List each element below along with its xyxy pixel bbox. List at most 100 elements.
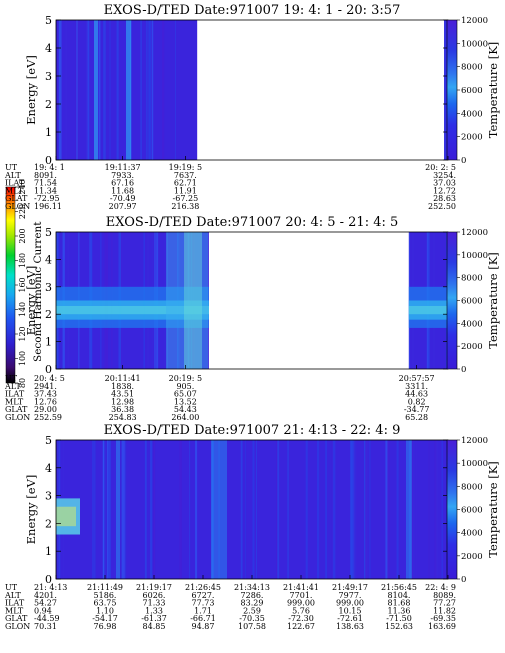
ephemeris-value: 10.15 bbox=[339, 606, 362, 615]
streak bbox=[402, 20, 405, 160]
z-tick-label: 6000 bbox=[461, 86, 483, 96]
ephemeris-value: 0.94 bbox=[34, 606, 52, 615]
streak bbox=[275, 20, 278, 160]
bright-region bbox=[166, 232, 208, 369]
ephemeris-value: 207.97 bbox=[109, 202, 137, 211]
ephemeris-value: -54.17 bbox=[92, 614, 118, 623]
streak bbox=[153, 440, 155, 579]
streak bbox=[245, 440, 247, 579]
streak bbox=[151, 440, 153, 579]
z-tick-label: 8000 bbox=[461, 63, 483, 73]
ephemeris-value: 19:11:37 bbox=[105, 163, 141, 172]
ephemeris-value: 77.27 bbox=[433, 599, 456, 608]
streak bbox=[93, 440, 96, 579]
streak bbox=[365, 440, 368, 579]
panel-3: EXOS-D/TED Date:971007 21: 4:13 - 22: 4:… bbox=[4, 423, 500, 631]
streak bbox=[381, 20, 383, 160]
ephemeris-value: 63.75 bbox=[94, 599, 117, 608]
temperature-colorbar bbox=[446, 19, 458, 161]
ephemeris-value: 999.00 bbox=[336, 599, 364, 608]
streak bbox=[106, 440, 109, 579]
colorbar-tick-label: 160 bbox=[18, 277, 27, 292]
ephemeris-value: 21:19:17 bbox=[136, 583, 172, 592]
streak bbox=[228, 20, 230, 160]
streak bbox=[313, 20, 315, 160]
ephemeris-row-label: UT bbox=[5, 374, 18, 383]
streak bbox=[276, 440, 280, 579]
streak bbox=[411, 440, 414, 579]
streak bbox=[94, 20, 98, 160]
streak bbox=[148, 20, 152, 160]
ephemeris-value: -72.61 bbox=[337, 614, 363, 623]
colorbar-tick-label: 100 bbox=[18, 351, 27, 366]
ephemeris-value: 21:26:45 bbox=[185, 583, 221, 592]
streak bbox=[319, 20, 321, 160]
streak bbox=[250, 20, 252, 160]
y-axis-label: Energy [eV] bbox=[24, 266, 38, 336]
streak bbox=[319, 232, 321, 369]
ephemeris-value: 21:49:17 bbox=[332, 583, 368, 592]
ephemeris-row-label: GLON bbox=[5, 413, 30, 422]
ephemeris-value: -67.25 bbox=[173, 194, 199, 203]
ephemeris-value: 13.52 bbox=[174, 397, 197, 406]
ephemeris-value: 5186. bbox=[94, 591, 117, 600]
streak bbox=[325, 440, 328, 579]
spectrogram-background bbox=[56, 440, 448, 579]
streak bbox=[365, 232, 368, 369]
streak bbox=[262, 20, 265, 160]
temperature-colorbar bbox=[446, 439, 458, 580]
panels: EXOS-D/TED Date:971007 19: 4: 1 - 20: 3:… bbox=[4, 3, 500, 631]
streak bbox=[98, 20, 101, 160]
ephemeris-row-label: GLAT bbox=[5, 614, 28, 623]
ephemeris-value: 81.68 bbox=[388, 599, 411, 608]
ephemeris-row-label: ILAT bbox=[5, 390, 25, 399]
streak bbox=[146, 20, 148, 160]
streak bbox=[396, 440, 399, 579]
ephemeris-value: 2941. bbox=[34, 382, 57, 391]
ephemeris-value: 62.71 bbox=[174, 179, 197, 188]
y-tick-label: 2 bbox=[45, 517, 52, 530]
colorbar-tick-label: 240 bbox=[18, 179, 27, 194]
streak bbox=[330, 232, 334, 369]
streak bbox=[238, 232, 240, 369]
streak bbox=[239, 20, 241, 160]
z-tick-label: 10000 bbox=[461, 39, 488, 49]
streak bbox=[121, 440, 123, 579]
ephemeris-value: 1.33 bbox=[145, 606, 163, 615]
z-tick-label: 6000 bbox=[461, 506, 483, 516]
streak bbox=[236, 232, 240, 369]
streak bbox=[218, 20, 221, 160]
streak bbox=[403, 232, 407, 369]
ephemeris-value: 1.71 bbox=[194, 606, 212, 615]
streak bbox=[270, 20, 272, 160]
y-tick-label: 1 bbox=[45, 336, 52, 349]
ephemeris-value: 254.83 bbox=[109, 413, 137, 422]
ephemeris-value: 905. bbox=[176, 382, 194, 391]
z-axis-label: Temperature [K] bbox=[486, 461, 500, 558]
streak bbox=[406, 440, 412, 579]
ephemeris-row-label: MLT bbox=[5, 397, 24, 406]
ephemeris-value: 94.87 bbox=[192, 622, 215, 631]
z-tick-label: 2000 bbox=[461, 552, 483, 562]
ephemeris-value: 196.11 bbox=[34, 202, 62, 211]
ephemeris-row-label: ALT bbox=[4, 591, 21, 600]
streak bbox=[292, 20, 294, 160]
ephemeris-value: 122.67 bbox=[287, 622, 315, 631]
z-tick-label: 12000 bbox=[461, 228, 488, 238]
ephemeris-value: -61.37 bbox=[141, 614, 167, 623]
streak bbox=[236, 232, 239, 369]
ephemeris-value: 3311. bbox=[405, 382, 428, 391]
ephemeris-value: 37.03 bbox=[433, 179, 456, 188]
ephemeris-value: 1838. bbox=[111, 382, 134, 391]
streak bbox=[239, 440, 242, 579]
ephemeris-value: 5.76 bbox=[292, 606, 310, 615]
ephemeris-value: 6026. bbox=[143, 591, 166, 600]
streak bbox=[230, 20, 233, 160]
streak bbox=[126, 20, 131, 160]
ephemeris-value: 83.29 bbox=[241, 599, 264, 608]
streak bbox=[300, 20, 302, 160]
z-tick-label: 4000 bbox=[461, 529, 483, 539]
y-tick-label: 0 bbox=[45, 363, 52, 376]
